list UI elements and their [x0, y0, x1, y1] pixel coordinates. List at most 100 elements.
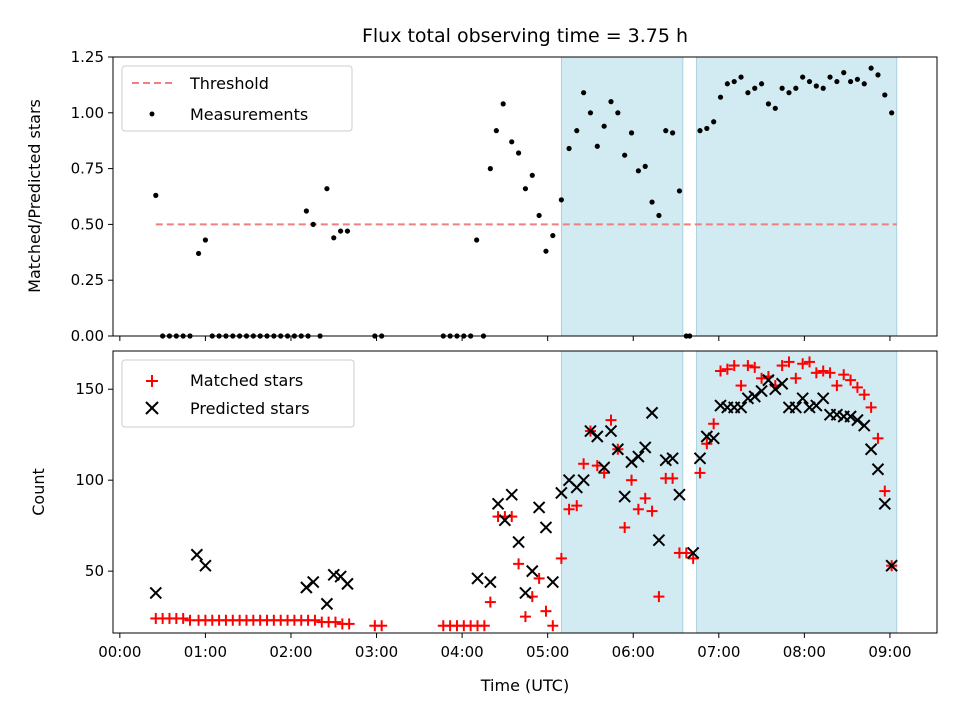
- measurement-point: [711, 119, 717, 125]
- measurement-point: [745, 90, 751, 96]
- measurement-point: [834, 78, 840, 85]
- matched-star-marker: [513, 558, 525, 570]
- matched-star-marker: [646, 505, 658, 517]
- bottom-axes-frame: [112, 350, 938, 634]
- matched-star-marker: [858, 389, 870, 401]
- measurement-point: [574, 128, 580, 134]
- top-y-tick-label: 1.00: [71, 104, 104, 122]
- legend-measurements-swatch: [149, 111, 155, 117]
- measurement-point: [813, 83, 819, 89]
- predicted-star-marker: [505, 488, 518, 501]
- measurement-point: [344, 228, 351, 234]
- matched-star-marker: [776, 360, 788, 372]
- top-y-tick-label: 0.25: [71, 271, 104, 289]
- measurement-point: [566, 145, 572, 152]
- matched-star-marker: [783, 356, 795, 368]
- measurement-point: [202, 237, 209, 243]
- predicted-star-marker: [871, 463, 885, 476]
- predicted-star-marker: [878, 497, 892, 511]
- top-y-tick-label: 1.25: [71, 48, 104, 66]
- predicted-star-markers: [149, 373, 898, 611]
- measurement-point: [704, 125, 710, 132]
- predicted-star-marker: [498, 513, 512, 527]
- matched-star-marker: [578, 458, 590, 470]
- predicted-star-marker: [199, 559, 212, 572]
- measurement-point: [581, 90, 587, 96]
- predicted-star-marker: [604, 424, 618, 438]
- measurement-point: [310, 221, 316, 227]
- top-y-tick-label: 0.75: [71, 160, 104, 178]
- matched-star-marker: [626, 474, 638, 486]
- matched-star-marker: [872, 432, 884, 444]
- matched-star-marker: [540, 605, 552, 617]
- predicted-star-marker: [320, 597, 334, 611]
- measurement-point: [724, 81, 730, 87]
- measurement-point: [550, 232, 556, 239]
- matched-star-marker: [845, 374, 857, 386]
- predicted-star-marker: [734, 401, 748, 414]
- measurement-point: [827, 74, 833, 80]
- matched-star-marker: [708, 418, 720, 430]
- measurement-point: [642, 163, 648, 169]
- bottom-legend-box: [121, 359, 355, 428]
- matched-star-marker: [547, 620, 559, 632]
- matched-star-marker: [177, 612, 189, 624]
- top-legend-box: [121, 65, 353, 132]
- shaded-region-1: [560, 350, 684, 634]
- predicted-star-marker: [512, 535, 525, 549]
- measurement-point: [882, 92, 888, 98]
- matched-star-marker: [797, 358, 809, 370]
- matched-star-marker: [376, 620, 388, 632]
- predicted-star-marker: [341, 577, 354, 591]
- top-panel: 0.00 0.25 0.50 0.75 1.00 1.25 Matched/Predict…: [25, 48, 938, 345]
- predicted-star-marker: [546, 575, 560, 589]
- measurement-point: [474, 237, 480, 243]
- matched-star-marker: [680, 547, 692, 559]
- measurement-point: [847, 78, 854, 85]
- measurement-point: [697, 128, 703, 134]
- x-tick-label: 02:00: [269, 643, 312, 661]
- bottom-y-axis-label: Count: [29, 468, 48, 516]
- matched-star-marker: [715, 365, 727, 377]
- measurement-point: [758, 81, 765, 87]
- matched-star-marker: [721, 363, 733, 375]
- matched-star-marker: [632, 503, 644, 515]
- matched-star-marker: [555, 552, 567, 564]
- predicted-star-marker: [484, 575, 497, 589]
- measurement-point: [324, 186, 330, 192]
- top-x-ticks: [119, 336, 891, 341]
- measurement-point: [772, 105, 778, 111]
- x-tick-label: 05:00: [526, 643, 569, 661]
- measurement-point: [676, 188, 683, 194]
- measurement-point: [820, 85, 826, 91]
- predicted-star-marker: [591, 430, 604, 443]
- measurement-point: [670, 130, 676, 136]
- predicted-star-marker: [618, 490, 631, 503]
- measurement-point: [331, 235, 337, 241]
- bottom-shaded-regions: [560, 350, 898, 634]
- matched-star-marker: [619, 521, 631, 533]
- predicted-star-marker: [190, 548, 204, 561]
- matched-star-marker: [519, 611, 531, 623]
- shaded-region-2: [696, 56, 898, 337]
- x-tick-label: 08:00: [783, 643, 826, 661]
- measurement-point: [765, 101, 772, 107]
- measurement-point: [487, 166, 493, 172]
- predicted-star-marker: [707, 432, 720, 445]
- predicted-star-marker: [555, 486, 568, 500]
- matched-star-marker: [653, 591, 665, 603]
- bottom-legend: Matched stars Predicted stars: [121, 359, 355, 428]
- measurement-point: [628, 130, 635, 136]
- measurement-point: [635, 168, 641, 174]
- measurement-point: [731, 78, 737, 85]
- matched-star-marker: [701, 438, 713, 450]
- measurement-point: [615, 110, 621, 116]
- bottom-y-tick-label: 100: [75, 471, 104, 489]
- matched-star-marker: [598, 467, 610, 479]
- measurement-point: [717, 94, 724, 100]
- measurement-point: [649, 199, 655, 205]
- x-axis-label: Time (UTC): [480, 676, 569, 695]
- predicted-star-marker: [816, 392, 830, 405]
